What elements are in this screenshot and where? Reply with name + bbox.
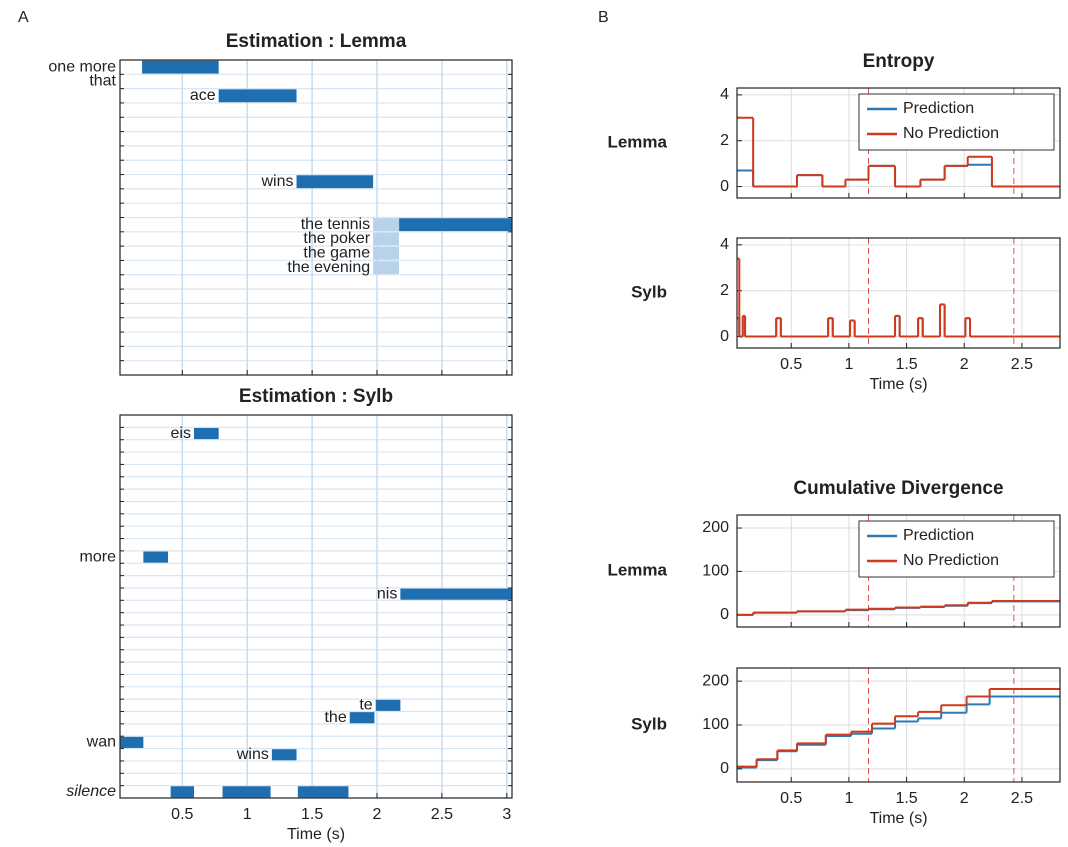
y-tick-label: 4 [720, 86, 729, 103]
legend-label: No Prediction [903, 125, 999, 142]
y-tick-label: 2 [720, 282, 729, 299]
plot-frame [119, 59, 513, 376]
x-tick-label: 1 [844, 790, 853, 807]
bar [218, 89, 297, 103]
bar [373, 218, 400, 232]
bar [296, 175, 374, 189]
row-label: the evening [287, 259, 370, 276]
chart-title: Estimation : Lemma [226, 31, 407, 52]
bar [142, 60, 219, 74]
x-tick-label: 2.5 [431, 806, 453, 823]
row-label: nis [377, 585, 397, 602]
x-tick-label: 3 [502, 806, 511, 823]
bar [399, 218, 512, 232]
legend-label: Prediction [903, 527, 974, 544]
bar [297, 786, 349, 798]
x-tick-label: 1 [844, 356, 853, 373]
legend-box [858, 520, 1055, 578]
x-tick-label: 0.5 [780, 790, 802, 807]
bar [373, 246, 400, 260]
bar [170, 786, 194, 798]
x-axis-label: Time (s) [287, 826, 345, 843]
x-tick-label: 2.5 [1011, 790, 1033, 807]
y-tick-label: 200 [702, 672, 729, 689]
row-label: one more [48, 58, 116, 75]
row-label: eis [171, 425, 191, 442]
legend-box [858, 93, 1055, 151]
row-label: te [359, 697, 372, 714]
x-tick-label: 2 [960, 790, 969, 807]
row-label: Sylb [631, 714, 667, 733]
chart-title: Estimation : Sylb [239, 386, 393, 407]
x-tick-label: 1.5 [895, 356, 917, 373]
y-tick-label: 2 [720, 132, 729, 149]
row-label: wins [261, 173, 294, 190]
row-label: silence [66, 783, 116, 800]
y-tick-label: 0 [720, 760, 729, 777]
bar [222, 786, 271, 798]
plot-frame [736, 237, 1061, 349]
row-label: more [80, 548, 117, 565]
bar [143, 551, 169, 563]
plot-frame [736, 514, 1061, 628]
y-tick-label: 4 [720, 236, 729, 253]
bar [400, 588, 512, 600]
row-label: wan [86, 734, 116, 751]
x-tick-label: 1.5 [301, 806, 323, 823]
plot-frame [119, 414, 513, 799]
x-tick-label: 0.5 [780, 356, 802, 373]
plot-frame [736, 667, 1061, 783]
y-tick-label: 0 [720, 606, 729, 623]
x-tick-label: 1.5 [895, 790, 917, 807]
x-tick-label: 2 [960, 356, 969, 373]
row-label: Lemma [607, 132, 667, 151]
bar [375, 699, 401, 711]
row-label: that [89, 73, 116, 90]
row-label: the poker [303, 230, 370, 247]
chart-title: Cumulative Divergence [793, 478, 1003, 499]
legend-label: Prediction [903, 100, 974, 117]
y-tick-label: 0 [720, 328, 729, 345]
row-label: Lemma [607, 560, 667, 579]
y-tick-label: 100 [702, 716, 729, 733]
panel-label: A [18, 9, 29, 26]
bar [120, 736, 144, 748]
x-tick-label: 1 [243, 806, 252, 823]
x-tick-label: 0.5 [171, 806, 193, 823]
plot-frame [736, 87, 1061, 199]
x-tick-label: 2 [373, 806, 382, 823]
bar [271, 749, 297, 761]
bar [193, 427, 219, 440]
x-axis-label: Time (s) [869, 810, 927, 827]
chart-title: Entropy [863, 51, 935, 72]
x-axis-label: Time (s) [869, 376, 927, 393]
y-tick-label: 200 [702, 519, 729, 536]
legend-label: No Prediction [903, 552, 999, 569]
panel-label: B [598, 9, 609, 26]
y-tick-label: 0 [720, 178, 729, 195]
row-label: wins [236, 746, 269, 763]
bar [373, 232, 400, 246]
row-label: Sylb [631, 282, 667, 301]
row-label: the [324, 709, 346, 726]
bar [349, 712, 375, 724]
row-label: the game [303, 245, 370, 262]
row-label: ace [190, 87, 216, 104]
y-tick-label: 100 [702, 563, 729, 580]
x-tick-label: 2.5 [1011, 356, 1033, 373]
bar [373, 261, 400, 275]
row-label: the tennis [301, 216, 370, 233]
